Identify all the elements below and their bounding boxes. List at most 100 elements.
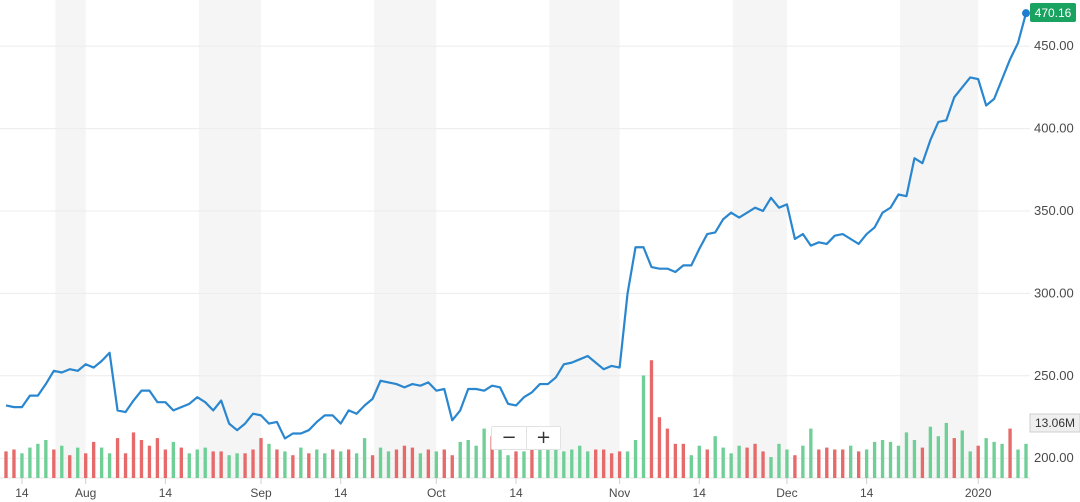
- volume-bar: [801, 445, 805, 478]
- x-tick-label: 14: [334, 486, 348, 500]
- volume-bar: [410, 447, 415, 478]
- volume-bar: [992, 441, 996, 478]
- volume-bar: [155, 438, 160, 478]
- volume-bar: [976, 445, 980, 478]
- volume-bar: [195, 449, 199, 478]
- volume-bar: [211, 451, 215, 478]
- volume-bar: [20, 453, 24, 478]
- volume-bar: [219, 451, 223, 478]
- volume-bar: [227, 455, 231, 478]
- volume-bar: [737, 445, 741, 478]
- volume-bar: [793, 455, 797, 478]
- volume-bar: [530, 447, 534, 478]
- volume-bar: [546, 449, 550, 478]
- volume-bar: [490, 436, 494, 478]
- zoom-in-button[interactable]: +: [526, 427, 560, 449]
- band: [900, 0, 979, 478]
- volume-bar: [968, 451, 972, 478]
- volume-bar: [745, 447, 749, 478]
- volume-bar: [729, 453, 733, 478]
- last-price-dot: [1022, 9, 1030, 18]
- plot-background: [0, 0, 1030, 478]
- volume-bar: [904, 432, 909, 478]
- volume-bar: [44, 440, 48, 478]
- x-axis: 14 Aug 14 Sep 14 Oct 14 Nov 14 Dec 14 2020: [15, 478, 992, 500]
- volume-bar: [259, 438, 263, 478]
- volume-bar: [594, 449, 598, 478]
- band: [374, 0, 437, 478]
- volume-bar: [203, 447, 207, 478]
- volume-bar: [649, 360, 654, 478]
- volume-bar: [179, 447, 183, 478]
- volume-bar: [466, 440, 470, 478]
- volume-bar: [522, 451, 526, 478]
- volume-bar: [68, 455, 72, 478]
- volume-bar: [880, 440, 885, 478]
- volume-bar: [506, 455, 510, 478]
- y-tick-label: 200.00: [1034, 450, 1074, 465]
- volume-bar: [849, 445, 853, 478]
- volume-bars: [4, 360, 1028, 478]
- volume-bar: [131, 432, 136, 478]
- volume-bar: [52, 449, 56, 478]
- volume-bar: [243, 453, 247, 478]
- zoom-controls: − +: [491, 426, 561, 450]
- band: [198, 0, 261, 478]
- y-tick-label: 400.00: [1034, 121, 1074, 136]
- volume-bar: [36, 443, 40, 478]
- volume-bar: [299, 447, 303, 478]
- volume-bar: [147, 445, 152, 478]
- volume-bar: [331, 449, 335, 478]
- volume-bar: [442, 449, 446, 478]
- last-price-badge: 470.16: [1030, 3, 1076, 22]
- volume-bar: [785, 449, 789, 478]
- volume-bar: [1024, 443, 1028, 478]
- volume-bar: [896, 445, 901, 478]
- volume-bar: [856, 451, 861, 478]
- volume-badge-label: 13.06M: [1035, 416, 1075, 430]
- volume-bar: [705, 449, 709, 478]
- volume-bar: [1008, 428, 1012, 478]
- x-tick-label: 14: [159, 486, 173, 500]
- volume-bar: [378, 447, 383, 478]
- volume-bar: [928, 426, 933, 478]
- zoom-out-button[interactable]: −: [492, 427, 526, 449]
- volume-bar: [76, 447, 80, 478]
- x-tick-label: Aug: [75, 486, 96, 500]
- volume-bar: [235, 453, 239, 478]
- volume-bar: [689, 455, 693, 478]
- volume-bar: [809, 428, 813, 478]
- band: [549, 0, 620, 478]
- volume-bar: [841, 449, 845, 478]
- volume-bar: [91, 441, 96, 478]
- volume-bar: [84, 453, 88, 478]
- volume-bar: [912, 440, 917, 478]
- volume-bar: [936, 436, 941, 478]
- x-tick-label: Dec: [776, 486, 797, 500]
- volume-bar: [346, 449, 351, 478]
- volume-bar: [888, 441, 893, 478]
- volume-bar: [474, 445, 478, 478]
- y-tick-label: 300.00: [1034, 285, 1074, 300]
- volume-bar: [458, 441, 462, 478]
- volume-bar: [586, 451, 590, 478]
- volume-bar: [984, 438, 988, 478]
- volume-bar: [386, 451, 391, 478]
- y-tick-label: 350.00: [1034, 203, 1074, 218]
- volume-bar: [275, 449, 279, 478]
- volume-bar: [833, 449, 837, 478]
- price-line: [5, 12, 1028, 440]
- volume-bar: [139, 440, 144, 478]
- volume-bar: [817, 449, 821, 478]
- volume-bar: [761, 451, 765, 478]
- volume-bar: [514, 451, 518, 478]
- x-tick-label: 14: [860, 486, 874, 500]
- volume-bar: [323, 453, 327, 478]
- volume-bar: [482, 428, 486, 478]
- volume-bar: [562, 451, 566, 478]
- volume-bar: [825, 447, 829, 478]
- x-tick-label: Nov: [609, 486, 630, 500]
- volume-bar: [60, 445, 64, 478]
